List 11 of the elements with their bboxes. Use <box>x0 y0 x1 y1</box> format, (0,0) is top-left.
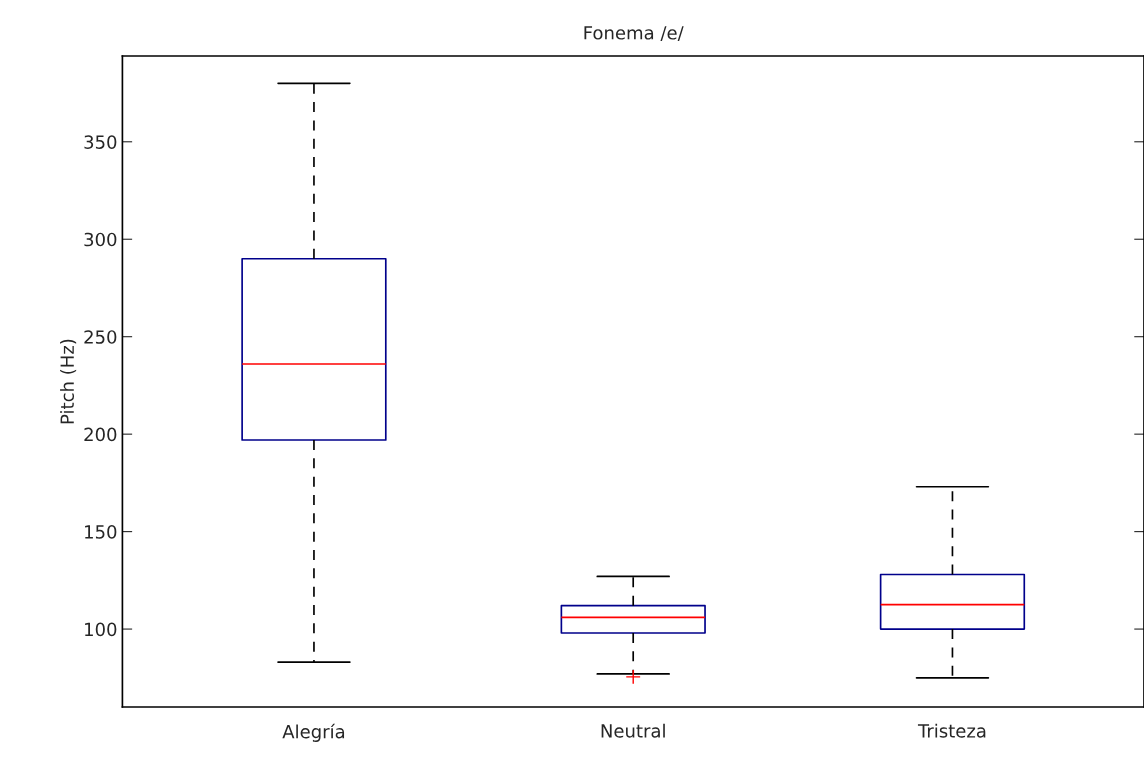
y-tick-label: 150 <box>85 525 117 539</box>
x-tick-label: Neutral <box>601 723 665 738</box>
chart-title: Fonema /e/ <box>584 26 684 42</box>
y-tick-label: 300 <box>84 232 117 247</box>
y-axis-title: Pitch (Hz) <box>60 339 77 424</box>
y-tick-label: 200 <box>84 427 117 442</box>
y-tick-label: 350 <box>84 135 117 149</box>
y-tick-label: 250 <box>84 330 117 344</box>
x-tick-label: Tristeza <box>917 723 986 738</box>
x-tick-label: Alegría <box>282 723 345 742</box>
y-tick-label: 100 <box>85 622 117 637</box>
